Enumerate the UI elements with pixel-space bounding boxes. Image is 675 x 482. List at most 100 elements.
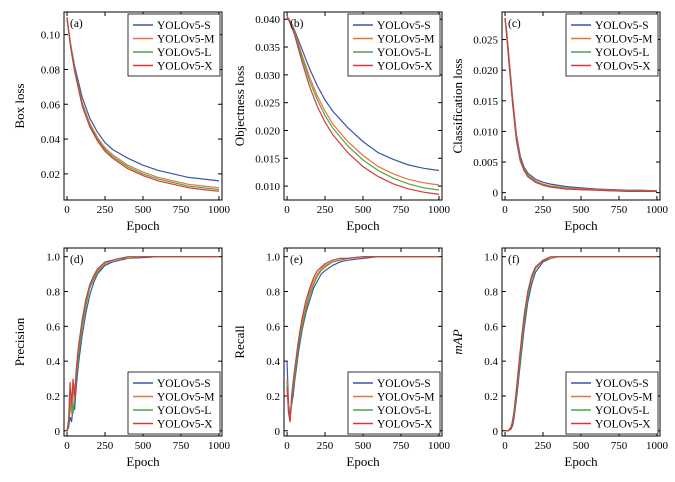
x-tick-label: 750 xyxy=(173,204,190,216)
y-tick-label: 0.02 xyxy=(41,169,60,181)
legend-label: YOLOv5-X xyxy=(157,61,213,73)
y-tick-label: 0.04 xyxy=(41,134,61,146)
legend-label: YOLOv5-S xyxy=(377,20,431,32)
y-axis-label: Classification loss xyxy=(450,59,465,154)
y-axis-label: Recall xyxy=(232,325,247,359)
x-axis-label: Epoch xyxy=(564,218,598,233)
x-tick-label: 750 xyxy=(393,440,410,452)
y-tick-label: 0 xyxy=(55,426,61,438)
x-tick-label: 750 xyxy=(611,204,628,216)
panel-tag: (a) xyxy=(70,18,83,30)
series-line-yolov5-x xyxy=(286,16,440,195)
y-tick-label: 1.0 xyxy=(266,252,280,264)
x-tick-label: 250 xyxy=(535,440,552,452)
x-tick-label: 0 xyxy=(64,204,70,216)
y-tick-label: 0.025 xyxy=(473,35,498,47)
x-tick-label: 1000 xyxy=(208,440,231,452)
y-tick-label: 0.040 xyxy=(255,14,280,26)
x-tick-label: 500 xyxy=(355,204,372,216)
x-tick-label: 750 xyxy=(393,204,410,216)
x-tick-label: 1000 xyxy=(428,440,451,452)
panel-tag: (c) xyxy=(508,18,521,30)
chart-panel-f: 0 250 500 750 1000 0 0.2 0.4 0.6 0.8 1.0 (f) YOLOv5-… xyxy=(450,247,668,469)
y-tick-label: 0 xyxy=(493,188,499,200)
legend-label: YOLOv5-M xyxy=(595,34,653,46)
y-axis-label: Precision xyxy=(12,317,27,366)
y-tick-label: 0.6 xyxy=(484,321,498,333)
y-axis-label: Objectness loss xyxy=(232,66,247,147)
y-tick-label: 1.0 xyxy=(46,252,60,264)
y-tick-label: 0.2 xyxy=(266,391,280,403)
y-tick-label: 0.005 xyxy=(473,157,498,169)
y-tick-label: 0.015 xyxy=(473,96,498,108)
series-line-yolov5-x xyxy=(66,17,220,192)
legend-label: YOLOv5-S xyxy=(377,378,431,390)
panel-tag: (d) xyxy=(70,254,84,266)
y-axis-label: mAP xyxy=(450,329,465,354)
series-line-yolov5-l xyxy=(286,16,440,191)
y-tick-label: 0.8 xyxy=(484,287,498,299)
legend-label: YOLOv5-M xyxy=(377,34,435,46)
legend-label: YOLOv5-L xyxy=(595,47,649,59)
chart-panel-a: 0 250 500 750 1000 0.02 0.04 0.06 0.08 0.10 (a) YOL… xyxy=(12,11,230,233)
series-line-yolov5-s xyxy=(286,16,440,172)
series-line-yolov5-s xyxy=(66,18,220,182)
panel-tag: (b) xyxy=(290,18,304,30)
chart-panel-e: 0 250 500 750 1000 0 0.2 0.4 0.6 0.8 1.0 (e) YOLOv5-… xyxy=(232,247,451,469)
legend-label: YOLOv5-L xyxy=(157,47,211,59)
y-tick-label: 0.020 xyxy=(255,125,280,137)
legend-label: YOLOv5-X xyxy=(377,61,433,73)
y-tick-label: 0.2 xyxy=(484,391,498,403)
legend-label: YOLOv5-X xyxy=(595,419,651,431)
legend-label: YOLOv5-L xyxy=(377,47,431,59)
legend-label: YOLOv5-S xyxy=(595,20,649,32)
x-tick-label: 250 xyxy=(535,204,552,216)
x-tick-label: 750 xyxy=(611,440,628,452)
y-tick-label: 0.020 xyxy=(473,65,498,77)
chart-panel-b: 0 250 500 750 1000 0.010 0.015 0.020 0.025 0.030 0… xyxy=(232,11,450,233)
y-tick-label: 0.010 xyxy=(255,181,280,193)
y-axis-label: Box loss xyxy=(12,83,27,128)
panel-tag: (f) xyxy=(508,254,520,266)
x-tick-label: 1000 xyxy=(646,204,669,216)
x-axis-label: Epoch xyxy=(564,454,598,469)
legend-label: YOLOv5-X xyxy=(377,419,433,431)
y-tick-label: 0.015 xyxy=(255,153,280,165)
y-tick-label: 0 xyxy=(493,426,499,438)
x-axis-label: Epoch xyxy=(126,218,160,233)
legend-label: YOLOv5-M xyxy=(157,34,215,46)
x-tick-label: 0 xyxy=(64,440,70,452)
x-tick-label: 500 xyxy=(135,204,152,216)
series-line-yolov5-x xyxy=(66,256,219,431)
series-line-yolov5-x xyxy=(504,18,657,192)
x-tick-label: 250 xyxy=(317,204,334,216)
legend-label: YOLOv5-S xyxy=(157,20,211,32)
x-tick-label: 0 xyxy=(284,440,290,452)
y-tick-label: 0.8 xyxy=(266,287,280,299)
x-tick-label: 0 xyxy=(284,204,290,216)
legend-label: YOLOv5-M xyxy=(377,392,435,404)
y-tick-label: 1.0 xyxy=(484,252,498,264)
series-line-yolov5-x xyxy=(505,256,657,432)
y-tick-label: 0.10 xyxy=(41,30,61,42)
legend-label: YOLOv5-L xyxy=(157,405,211,417)
y-tick-label: 0.025 xyxy=(255,98,280,110)
chart-panel-d: 0 250 500 750 1000 0 0.2 0.4 0.6 0.8 1.0 (d) YOLOv5-… xyxy=(12,247,231,469)
x-tick-label: 0 xyxy=(502,440,508,452)
y-tick-label: 0.6 xyxy=(46,321,60,333)
x-tick-label: 250 xyxy=(317,440,334,452)
panel-tag: (e) xyxy=(290,254,303,266)
y-tick-label: 0.06 xyxy=(41,99,61,111)
x-tick-label: 750 xyxy=(173,440,190,452)
legend-label: YOLOv5-L xyxy=(377,405,431,417)
x-tick-label: 500 xyxy=(573,440,590,452)
legend-label: YOLOv5-X xyxy=(595,61,651,73)
x-axis-label: Epoch xyxy=(126,454,160,469)
x-tick-label: 500 xyxy=(135,440,152,452)
